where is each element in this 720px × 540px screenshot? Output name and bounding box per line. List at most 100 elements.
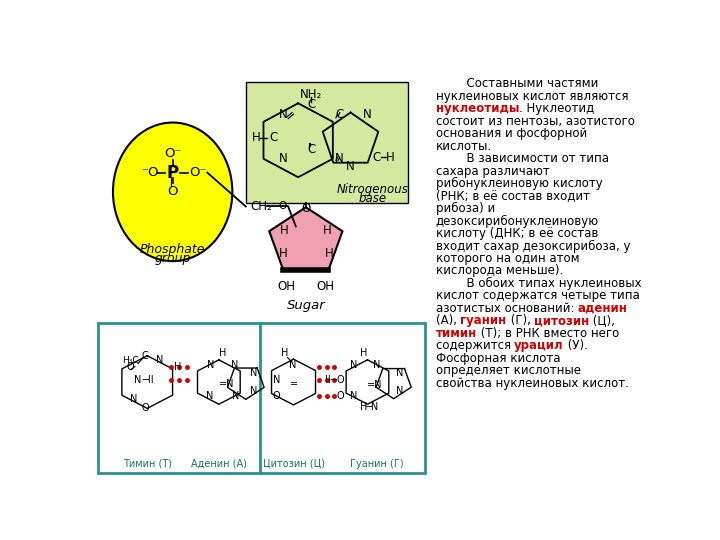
Text: Sugar: Sugar — [287, 299, 325, 312]
Text: состоит из пентозы, азотистого: состоит из пентозы, азотистого — [436, 114, 634, 127]
Text: N: N — [363, 109, 372, 122]
Text: Nitrogenous: Nitrogenous — [337, 183, 409, 196]
Text: N: N — [346, 160, 355, 173]
Text: Фосфорная кислота: Фосфорная кислота — [436, 352, 560, 365]
Text: Phosphate: Phosphate — [140, 243, 205, 256]
Text: H: H — [252, 131, 261, 144]
Text: N: N — [130, 394, 137, 404]
Text: O: O — [273, 391, 280, 401]
Text: N: N — [396, 368, 403, 378]
Text: урацил: урацил — [514, 339, 564, 352]
Text: N: N — [230, 360, 238, 370]
Text: CH₂: CH₂ — [251, 200, 272, 213]
Text: C: C — [307, 98, 315, 111]
Text: нуклеиновых кислот являются: нуклеиновых кислот являются — [436, 90, 628, 103]
Text: N: N — [396, 386, 403, 396]
Text: N: N — [250, 386, 257, 396]
Text: group: group — [155, 252, 191, 265]
Text: H: H — [219, 348, 226, 358]
Text: H: H — [279, 247, 287, 260]
Text: N: N — [350, 360, 357, 370]
Text: свойства нуклеиновых кислот.: свойства нуклеиновых кислот. — [436, 377, 629, 390]
Text: ─II: ─II — [142, 375, 153, 384]
Polygon shape — [269, 207, 343, 270]
Text: Гуанин (Г): Гуанин (Г) — [350, 458, 403, 469]
FancyBboxPatch shape — [246, 82, 408, 204]
Text: =: = — [289, 379, 297, 389]
Text: O⁻: O⁻ — [164, 147, 181, 160]
Text: O: O — [167, 185, 178, 198]
Text: OH: OH — [316, 280, 334, 293]
Text: H₃C: H₃C — [122, 356, 139, 365]
Text: NH₂: NH₂ — [300, 87, 323, 100]
Text: дезоксирибонуклеиновую: дезоксирибонуклеиновую — [436, 214, 598, 227]
Text: N: N — [350, 391, 357, 401]
Text: кислоты.: кислоты. — [436, 140, 492, 153]
Text: =N: =N — [367, 380, 383, 390]
Text: (Т); в РНК вместо него: (Т); в РНК вместо него — [477, 327, 619, 340]
Text: O: O — [127, 362, 134, 372]
Text: H: H — [325, 247, 333, 260]
Text: входит сахар дезоксирибоза, у: входит сахар дезоксирибоза, у — [436, 239, 630, 253]
Text: (Ц),: (Ц), — [590, 314, 616, 327]
Text: ⁻O: ⁻O — [141, 166, 158, 179]
Text: В обоих типах нуклеиновых: В обоих типах нуклеиновых — [444, 277, 642, 290]
Text: Цитозин (Ц): Цитозин (Ц) — [263, 458, 325, 469]
Text: N: N — [336, 152, 344, 165]
Text: тимин: тимин — [436, 327, 477, 340]
FancyBboxPatch shape — [98, 323, 426, 473]
Text: N: N — [206, 391, 213, 401]
Text: N: N — [373, 360, 380, 370]
Text: O: O — [141, 403, 149, 413]
Text: =N: =N — [219, 379, 234, 389]
Text: кислорода меньше).: кислорода меньше). — [436, 265, 563, 278]
Text: N: N — [156, 355, 163, 366]
Text: H: H — [174, 362, 181, 372]
Text: определяет кислотные: определяет кислотные — [436, 364, 580, 377]
Text: N: N — [279, 109, 287, 122]
Text: O: O — [337, 375, 344, 384]
Text: кислот содержатся четыре типа: кислот содержатся четыре типа — [436, 289, 639, 302]
Text: (А),: (А), — [436, 314, 460, 327]
Text: N: N — [279, 152, 287, 165]
Text: В зависимости от типа: В зависимости от типа — [444, 152, 609, 165]
Text: P: P — [166, 164, 179, 181]
Text: гуанин: гуанин — [460, 314, 507, 327]
Text: O: O — [337, 391, 344, 401]
Text: . Нуклеотид: . Нуклеотид — [519, 102, 594, 115]
Text: C: C — [372, 151, 381, 164]
Text: Аденин (А): Аденин (А) — [191, 458, 247, 469]
Text: азотистых оснований:: азотистых оснований: — [436, 302, 577, 315]
Text: II─: II─ — [325, 375, 336, 384]
Text: N: N — [232, 391, 240, 401]
Text: H: H — [360, 402, 367, 411]
Text: (РНК; в её состав входит: (РНК; в её состав входит — [436, 190, 590, 202]
Text: C: C — [307, 143, 315, 156]
Text: нуклеотиды: нуклеотиды — [436, 102, 519, 115]
Text: (У).: (У). — [564, 339, 588, 352]
Text: C: C — [336, 109, 344, 122]
Text: N: N — [289, 360, 297, 370]
Text: H: H — [360, 348, 367, 358]
Text: O⁻: O⁻ — [189, 166, 207, 179]
Text: сахара различают: сахара различают — [436, 165, 549, 178]
Text: N: N — [273, 375, 280, 384]
Text: O: O — [279, 201, 287, 212]
Text: N: N — [135, 375, 142, 384]
Text: C: C — [142, 351, 148, 361]
Text: H: H — [323, 224, 332, 237]
Text: кислоту (ДНК; в её состав: кислоту (ДНК; в её состав — [436, 227, 598, 240]
Text: содержится: содержится — [436, 339, 514, 352]
Text: OH: OH — [278, 280, 296, 293]
Text: аденин: аденин — [577, 302, 628, 315]
Text: N: N — [207, 360, 215, 370]
Text: которого на один атом: которого на один атом — [436, 252, 579, 265]
Text: base: base — [359, 192, 387, 205]
Text: ─N: ─N — [365, 402, 378, 411]
Text: (Г),: (Г), — [507, 314, 534, 327]
Text: Тимин (Т): Тимин (Т) — [122, 458, 172, 469]
Text: Составными частями: Составными частями — [444, 77, 598, 90]
Text: C: C — [269, 131, 278, 144]
Text: рибоза) и: рибоза) и — [436, 202, 495, 215]
Text: N: N — [250, 368, 257, 378]
